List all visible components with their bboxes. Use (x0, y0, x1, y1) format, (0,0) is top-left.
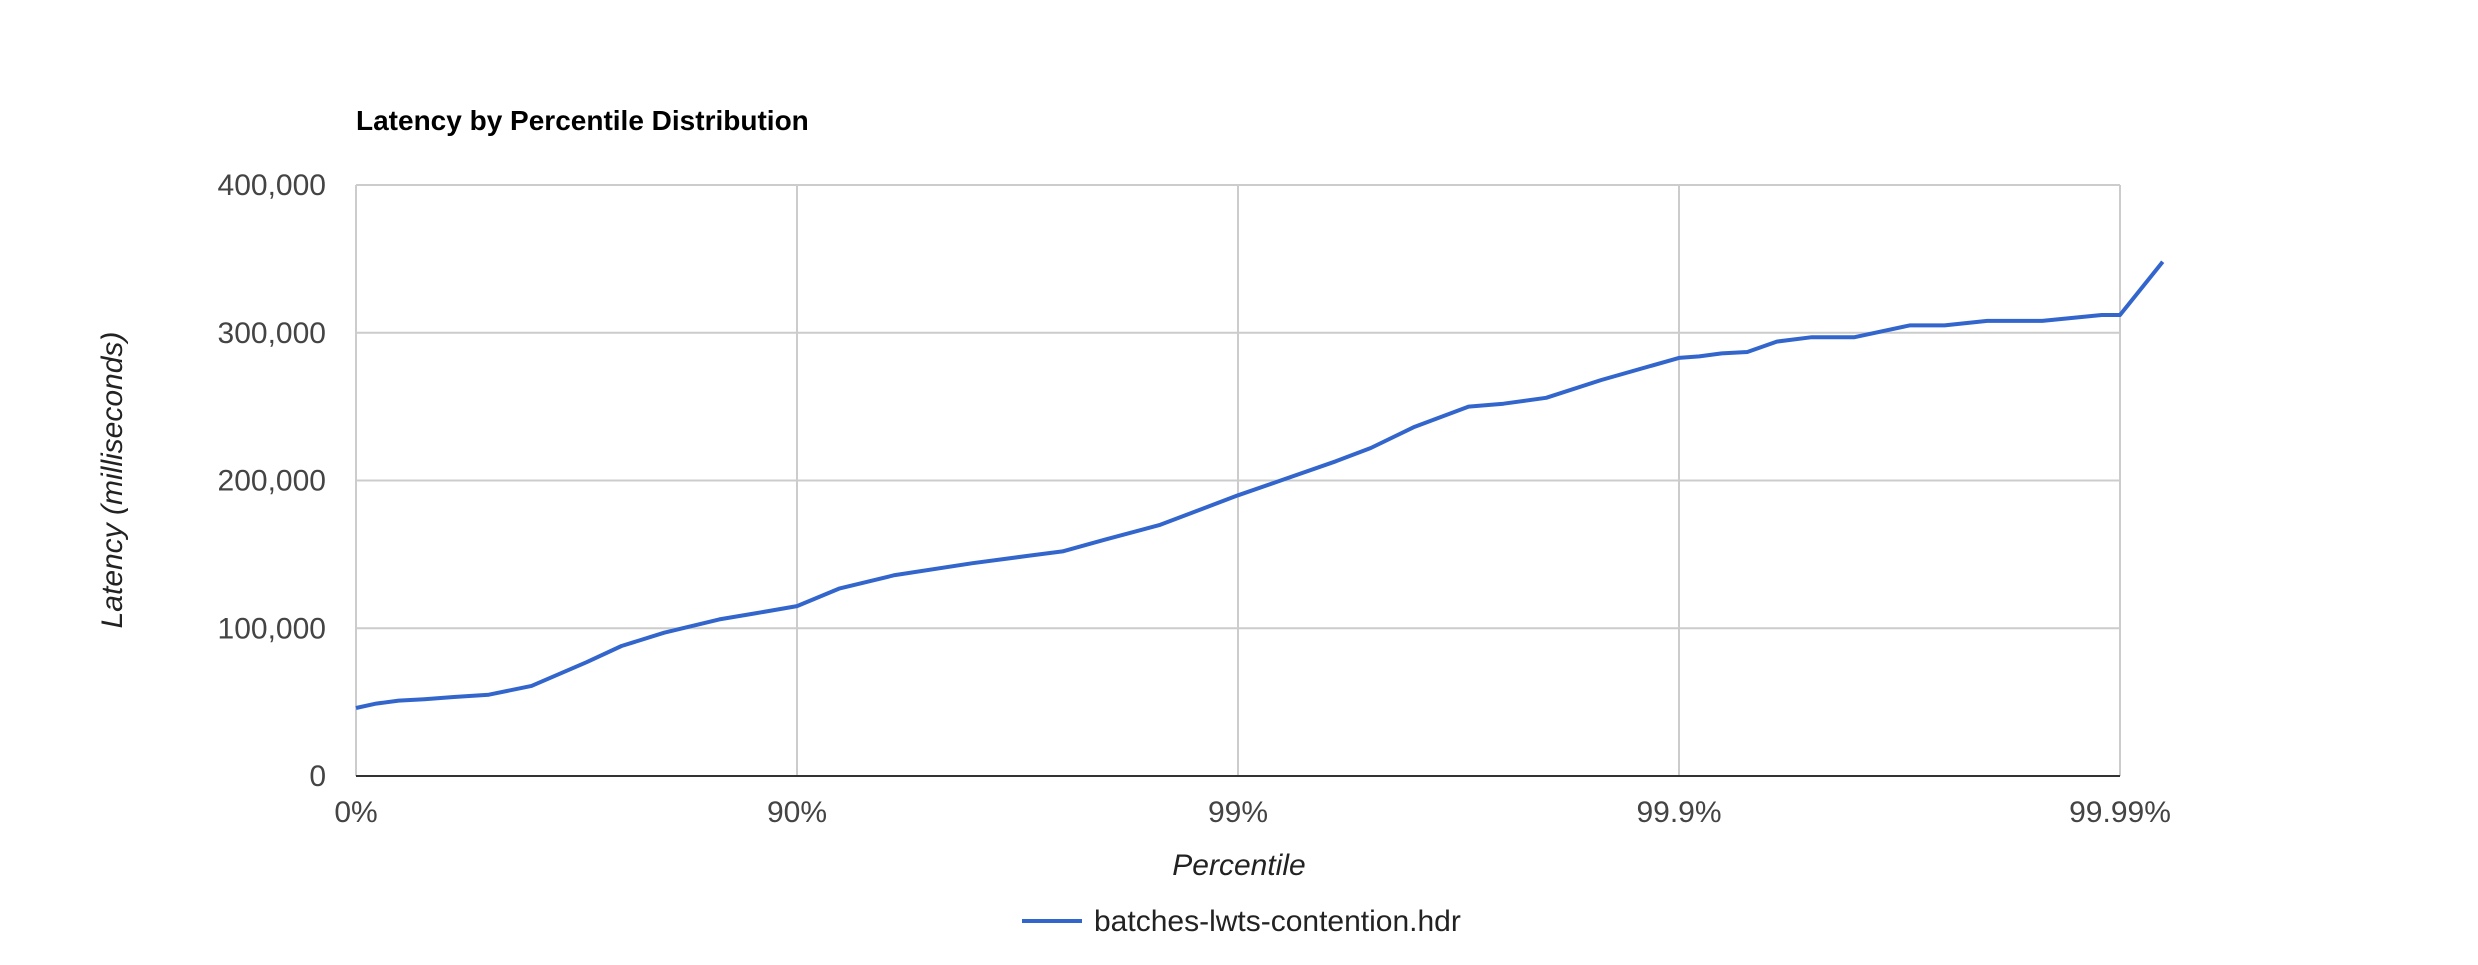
y-tick-label: 300,000 (218, 317, 326, 350)
x-tick-label: 99.99% (2069, 796, 2171, 829)
x-tick-label: 0% (334, 796, 377, 829)
x-tick-label: 99% (1208, 796, 1268, 829)
y-tick-label: 0 (309, 760, 326, 793)
y-axis-title: Latency (milliseconds) (96, 332, 129, 629)
x-tick-label: 90% (767, 796, 827, 829)
legend[interactable]: batches-lwts-contention.hdr (1022, 905, 1461, 938)
x-axis-title: Percentile (1172, 849, 1305, 882)
series-line-batches-lwts-contention[interactable] (355, 260, 2165, 710)
grid-lines (355, 184, 2121, 776)
y-tick-label: 200,000 (218, 465, 326, 498)
y-tick-label: 400,000 (218, 169, 326, 202)
x-tick-label: 99.9% (1636, 796, 1721, 829)
chart-title: Latency by Percentile Distribution (356, 105, 809, 136)
series-layer (355, 260, 2165, 710)
tick-labels: 0 100,000 200,000 300,000 400,000 0% 90% 99% 99.… (218, 169, 2171, 829)
legend-label: batches-lwts-contention.hdr (1094, 905, 1461, 938)
y-tick-label: 100,000 (218, 612, 326, 645)
